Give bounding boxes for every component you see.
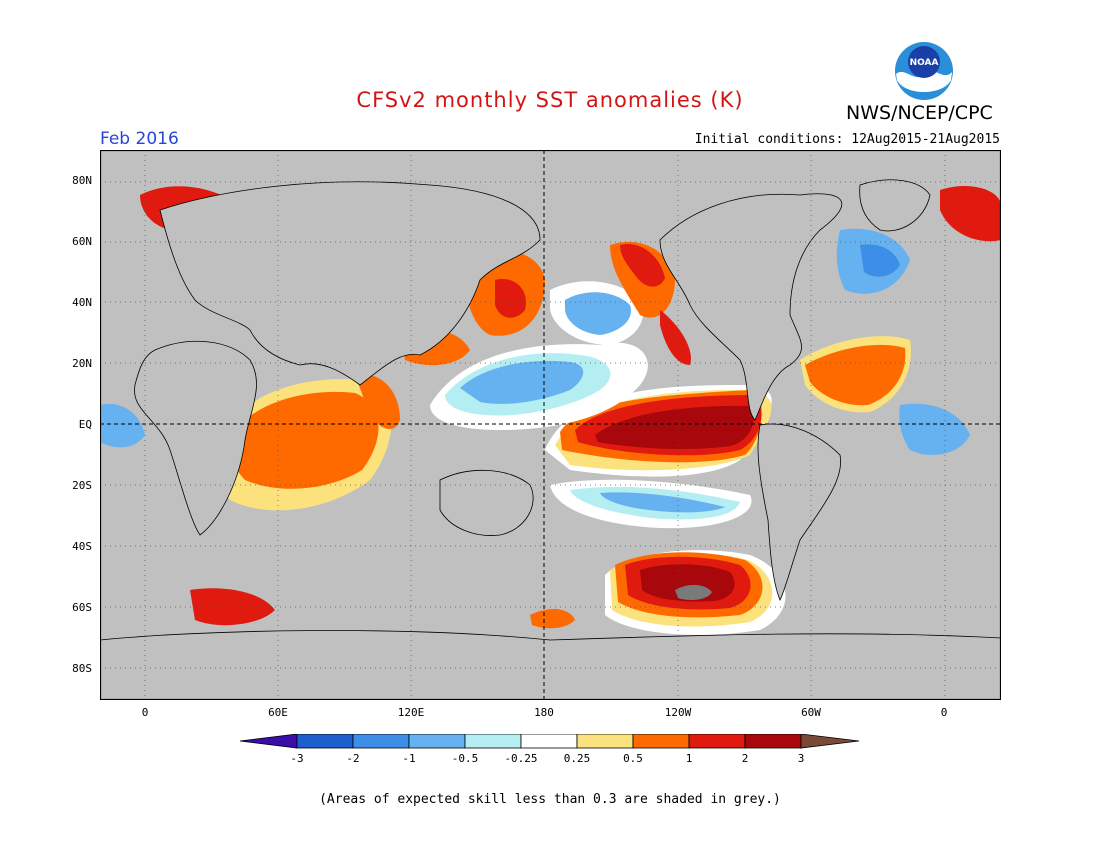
australia <box>439 469 534 536</box>
colorbar-label: -2 <box>346 752 360 765</box>
sst-anomaly-map <box>100 150 1001 700</box>
antarctica <box>100 630 1001 700</box>
forecast-month: Feb 2016 <box>100 129 179 149</box>
colorbar-label: 0.5 <box>623 752 643 765</box>
colorbar-swatch <box>296 734 354 749</box>
greenland <box>859 179 931 232</box>
eurasia <box>159 181 541 386</box>
colorbar-swatch <box>352 734 410 749</box>
lon-label: 120W <box>664 706 692 719</box>
lon-label: 180 <box>534 706 554 719</box>
lat-label: 60N <box>72 235 92 248</box>
agency-label: NWS/NCEP/CPC <box>846 102 993 124</box>
colorbar-swatch <box>632 734 690 749</box>
south-pacific-cold-anomaly <box>550 479 752 529</box>
lat-label: 60S <box>72 601 92 614</box>
africa <box>134 340 257 536</box>
lat-label: 80N <box>72 174 92 187</box>
lat-label: 80S <box>72 662 92 675</box>
colorbar-label: -1 <box>402 752 416 765</box>
noaa-logo: NOAA <box>895 42 953 100</box>
colorbar-label: 2 <box>741 752 749 765</box>
southern-ocean-warm-anomaly <box>530 550 786 635</box>
colorbar-label: -3 <box>290 752 304 765</box>
grid-lines <box>100 150 1001 700</box>
colorbar-swatch <box>408 734 466 749</box>
indian-ocean-warm-anomaly <box>218 374 400 511</box>
lon-label: 60W <box>801 706 821 719</box>
north-america <box>659 193 843 421</box>
continent-outlines <box>100 179 1001 700</box>
lon-label: 60E <box>268 706 288 719</box>
northeast-pacific-warm-anomaly <box>610 241 691 365</box>
lon-label: 0 <box>940 706 948 719</box>
colorbar-swatch <box>576 734 634 749</box>
initial-conditions: Initial conditions: 12Aug2015-21Aug2015 <box>694 132 1000 147</box>
colorbar-swatch <box>240 734 298 749</box>
colorbar-label: 0.25 <box>563 752 591 765</box>
lat-label: EQ <box>78 418 92 431</box>
north-pacific-cold-anomaly <box>430 281 648 430</box>
skill-footnote: (Areas of expected skill less than 0.3 a… <box>319 792 781 807</box>
colorbar-swatch <box>744 734 802 749</box>
map-title: CFSv2 monthly SST anomalies (K) <box>356 88 744 112</box>
lon-label: 120E <box>397 706 425 719</box>
colorbar-label: -0.25 <box>504 752 538 765</box>
south-america <box>757 423 842 601</box>
colorbar-swatch <box>800 734 860 749</box>
lon-label: 0 <box>141 706 149 719</box>
colorbar-swatch <box>688 734 746 749</box>
colorbar-label: -0.5 <box>451 752 479 765</box>
colorbar <box>240 734 860 749</box>
map-frame <box>100 150 1001 700</box>
colorbar-swatch <box>464 734 522 749</box>
colorbar-swatch <box>520 734 578 749</box>
lat-label: 40N <box>72 296 92 309</box>
lat-label: 20S <box>72 479 92 492</box>
lat-label: 20N <box>72 357 92 370</box>
atlantic-anomalies <box>100 185 1001 626</box>
lat-label: 40S <box>72 540 92 553</box>
reference-lines <box>100 150 1001 700</box>
noaa-logo-text: NOAA <box>910 58 939 68</box>
colorbar-label: 3 <box>797 752 805 765</box>
colorbar-label: 1 <box>685 752 693 765</box>
